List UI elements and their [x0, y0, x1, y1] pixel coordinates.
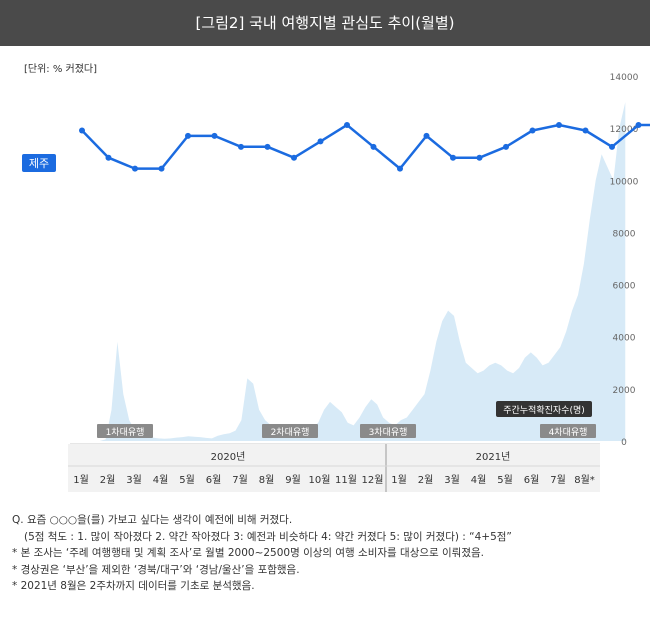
- wave-tag-box: [540, 424, 596, 438]
- month-tick-label: 6월: [206, 474, 222, 486]
- series-point: [609, 143, 615, 150]
- series-tag-box: [22, 154, 56, 172]
- series-point: [291, 154, 297, 161]
- series-point: [211, 132, 218, 139]
- month-tick-label: 8월*: [574, 474, 595, 486]
- right-axis-tick-label: 2000: [613, 386, 636, 396]
- series-point: [450, 154, 456, 161]
- covid-legend-box: [496, 401, 592, 417]
- series-point: [132, 165, 138, 172]
- series-point: [185, 132, 191, 139]
- series-point: [105, 154, 112, 161]
- right-axis-tick-label: 8000: [613, 229, 636, 239]
- footnote-region: * 경상권은 ‘부산’을 제외한 ‘경북/대구’와 ‘경남/울산’을 포함했음.: [12, 563, 300, 576]
- month-tick-label: 10월: [309, 474, 331, 486]
- series-point: [397, 165, 403, 172]
- month-tick-label: 5월: [497, 474, 513, 486]
- wave-tag-label: 1차대유행: [106, 426, 145, 438]
- series-point: [529, 127, 536, 134]
- chart-title: [그림2] 국내 여행지별 관심도 추이(월별): [0, 0, 650, 46]
- x-axis-band: [68, 444, 600, 492]
- series-point: [635, 122, 642, 129]
- year-label-2020: 2020년: [211, 451, 246, 463]
- series-point: [582, 127, 589, 134]
- series-point: [317, 138, 324, 145]
- month-tick-label: 5월: [179, 474, 195, 486]
- month-tick-label: 12월: [362, 474, 384, 486]
- month-tick-label: 7월: [232, 474, 248, 486]
- right-axis-tick-label: 6000: [613, 282, 636, 292]
- covid-legend-label: 주간누적확진자수(명): [503, 404, 585, 416]
- line-chart: [단위: % 커졌다] 0 2000 4000 6000 8000 10000 12000 14…: [0, 46, 650, 506]
- month-tick-label: 9월: [285, 474, 301, 486]
- wave-tag-box: [97, 424, 153, 438]
- series-tag-label: 제주: [29, 157, 49, 170]
- month-tick-label: 7월: [550, 474, 566, 486]
- series-point: [79, 127, 85, 134]
- series-point: [556, 122, 562, 129]
- series-point: [264, 143, 271, 150]
- series-point: [423, 132, 430, 139]
- wave-tag-label: 4차대유행: [549, 426, 588, 438]
- series-point: [158, 165, 165, 172]
- wave-tag-label: 2차대유행: [271, 426, 310, 438]
- series-point: [344, 122, 350, 129]
- month-tick-label: 11월: [335, 474, 357, 486]
- series-point: [238, 143, 244, 150]
- month-tick-label: 3월: [444, 474, 460, 486]
- series-point: [503, 143, 509, 150]
- series-point: [476, 154, 483, 161]
- wave-tag-box: [360, 424, 416, 438]
- month-tick-label: 4월: [471, 474, 487, 486]
- footnote-survey: * 본 조사는 ‘주례 여행행태 및 계획 조사’로 월별 2000~2500명…: [12, 547, 484, 559]
- unit-label: [단위: % 커졌다]: [24, 62, 97, 75]
- right-axis-tick-label: 14000: [610, 73, 639, 83]
- footnote-question: Q. 요즘 ○○○을(를) 가보고 싶다는 생각이 예전에 비해 커졌다.: [12, 514, 293, 526]
- footnote-period: * 2021년 8월은 2주차까지 데이터를 기초로 분석했음.: [12, 580, 255, 592]
- month-tick-label: 8월: [259, 474, 275, 486]
- series-point: [370, 143, 377, 150]
- footnote-scale: (5점 척도 : 1. 많이 작아졌다 2. 약간 작아졌다 3: 예전과 비슷…: [24, 530, 512, 543]
- wave-tag-box: [262, 424, 318, 438]
- right-axis-tick-label: 12000: [610, 125, 639, 135]
- right-axis-tick-label: 10000: [610, 177, 639, 187]
- month-tick-label: 1월: [391, 474, 407, 486]
- month-tick-label: 2월: [100, 474, 116, 486]
- month-tick-label: 2월: [418, 474, 434, 486]
- wave-tag-label: 3차대유행: [369, 426, 408, 438]
- month-tick-label: 4월: [153, 474, 169, 486]
- month-tick-label: 1월: [73, 474, 89, 486]
- right-axis-tick-label: 4000: [613, 334, 636, 344]
- month-tick-label: 3월: [126, 474, 142, 486]
- year-label-2021: 2021년: [476, 451, 511, 463]
- footnotes: Q. 요즘 ○○○을(를) 가보고 싶다는 생각이 예전에 비해 커졌다. (5…: [12, 512, 642, 595]
- right-axis-tick-label: 0: [621, 438, 627, 448]
- month-tick-label: 6월: [524, 474, 540, 486]
